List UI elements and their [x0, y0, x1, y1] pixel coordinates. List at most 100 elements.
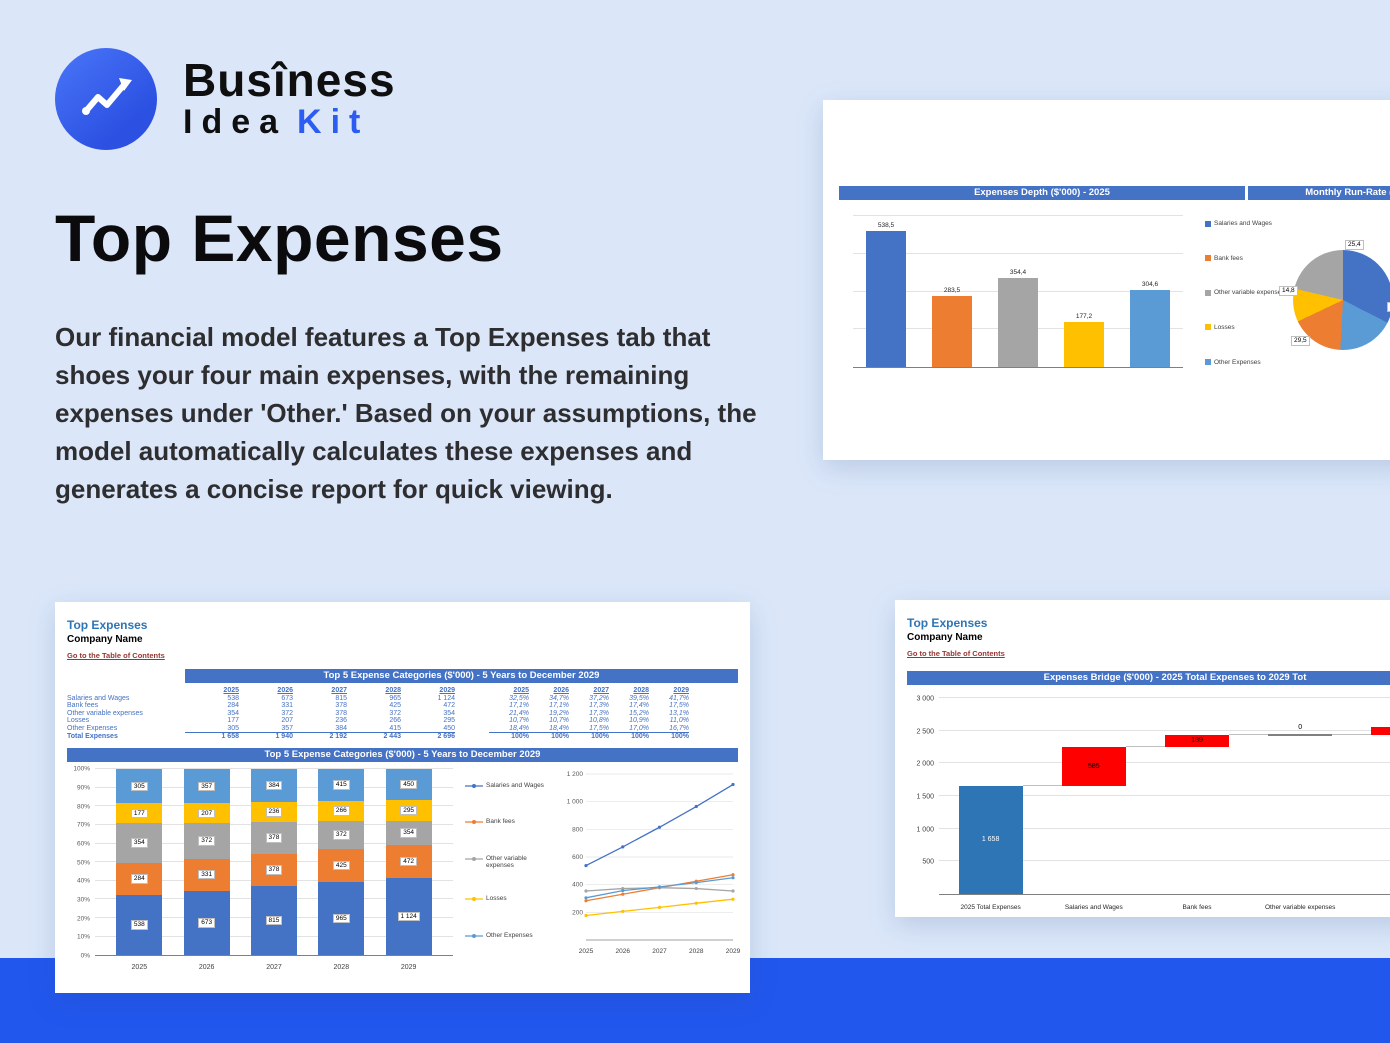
y-tick-label: 40% — [76, 877, 90, 885]
segment-data-label: 357 — [198, 781, 216, 792]
logo-word-idea: Idea — [183, 103, 288, 142]
x-tick-label: Losses — [1352, 904, 1390, 911]
y-tick-label: 2 000 — [916, 760, 934, 768]
cell-percent: 10,7% — [549, 717, 569, 725]
stack-segment: 472 — [385, 844, 432, 878]
legend-swatch — [1205, 359, 1211, 365]
cell-value: 354 — [443, 709, 455, 717]
cell-value: 415 — [389, 724, 401, 732]
svg-text:1 200: 1 200 — [567, 771, 584, 778]
waterfall-bar — [958, 785, 1023, 894]
stack-segment: 295 — [385, 800, 432, 821]
stack-segment: 177 — [116, 803, 163, 824]
segment-data-label: 305 — [130, 781, 148, 791]
segment-data-label: 354 — [400, 828, 418, 838]
cell-percent: 18,4% — [509, 724, 529, 732]
legend-label: Losses — [1214, 323, 1235, 331]
cell-value: 372 — [389, 709, 401, 717]
gridline — [939, 827, 1390, 829]
row-label: Bank fees — [67, 702, 99, 710]
toc-link[interactable]: Go to the Table of Contents — [907, 649, 1005, 658]
legend-swatch — [1205, 255, 1211, 262]
bar-data-label: 283,5 — [943, 286, 961, 294]
row-label: Other Expenses — [67, 724, 118, 732]
stacked-bar-chart: 100% 90% 80% 70% 60% 50% 40% 30% 20% 10% 0% 305 177 3… — [67, 766, 459, 978]
svg-text:2025: 2025 — [579, 948, 594, 955]
bar-column: 177,2 — [1051, 216, 1117, 367]
segment-data-label: 372 — [198, 836, 216, 846]
legend-label: Other Expenses — [1214, 358, 1261, 366]
pie-data-label: 25,4 — [1345, 240, 1364, 250]
bridge-chart: 3 000 2 500 2 000 1 500 1 000 500 1 658 585 189… — [907, 696, 1390, 911]
segment-data-label: 207 — [198, 808, 216, 819]
svg-text:2028: 2028 — [689, 948, 704, 955]
expenses-bridge-header: Expenses Bridge ($'000) - 2025 Total Exp… — [907, 671, 1390, 685]
company-name: Company Name — [907, 632, 983, 643]
bar-column: 538,5 — [853, 216, 919, 367]
cell-percent: 100% — [609, 732, 649, 741]
x-tick-label: Salaries and Wages — [1064, 904, 1123, 911]
legend-label: Salaries and Wages — [1214, 220, 1272, 227]
stack-segment: 538 — [116, 894, 163, 956]
gridline — [939, 762, 1390, 764]
table-row: Bank fees 284 331 378 425 472 17,1% 17,1% 17,3% 1… — [67, 702, 738, 710]
cell-percent: 100% — [569, 732, 609, 741]
cell-percent: 10,9% — [629, 717, 649, 725]
legend-item: Other variable expenses — [1205, 289, 1285, 297]
row-label: Losses — [67, 717, 90, 725]
legend-label: Losses — [486, 895, 507, 903]
logo-circle — [55, 48, 157, 150]
svg-text:2029: 2029 — [726, 948, 741, 955]
legend-label: Bank fees — [486, 818, 515, 826]
cell-value: 2 696 — [401, 732, 455, 741]
pie-data-label: 14,8 — [1279, 286, 1298, 296]
svg-text:2026: 2026 — [616, 948, 631, 955]
bar-data-label: 538,5 — [877, 222, 895, 230]
logo-word-kit: Kit — [297, 103, 370, 142]
cell-percent: 17,0% — [629, 724, 649, 732]
legend-line-marker — [465, 782, 483, 793]
legend-item: Other Expenses — [1205, 359, 1285, 367]
svg-text:600: 600 — [572, 854, 583, 861]
screenshot-expenses-bridge-card: Top Expenses Company Name Go to the Tabl… — [895, 600, 1390, 917]
segment-data-label: 354 — [130, 838, 148, 848]
cell-percent: 21,4% — [509, 709, 529, 717]
segment-data-label: 815 — [265, 915, 283, 926]
stacked-column: 384 236 378 378 815 — [250, 769, 297, 956]
stacked-column: 305 177 354 284 538 — [116, 769, 163, 956]
hero-paragraph: Our financial model features a Top Expen… — [55, 322, 757, 504]
expenses-depth-bar-chart: 538,5 283,5 354,4 177,2 304,6 — [853, 215, 1183, 368]
segment-data-label: 538 — [130, 920, 148, 930]
segment-data-label: 295 — [400, 805, 418, 816]
segment-data-label: 236 — [265, 807, 283, 817]
table-row: Losses 177 207 236 266 295 10,7% 10,7% 10,8% 10,9… — [67, 717, 738, 725]
company-name: Company Name — [67, 634, 143, 645]
cell-percent: 100% — [529, 732, 569, 741]
logo-word-business: Busîness — [183, 54, 396, 107]
expense-table: 2025 2026 2027 2028 2029 2025 2026 2027 2028 2029… — [67, 687, 738, 740]
cell-percent: 37,2% — [589, 694, 609, 702]
cell-percent: 17,3% — [589, 709, 609, 717]
cell-percent: 17,1% — [549, 702, 569, 710]
cell-value: 815 — [335, 694, 347, 702]
y-axis: 100% 90% 80% 70% 60% 50% 40% 30% 20% 10% 0% — [67, 765, 93, 960]
logo-text: Busîness Idea Kit — [183, 56, 396, 142]
y-tick-label: 100% — [73, 765, 90, 773]
cell-percent: 17,1% — [509, 702, 529, 710]
legend-swatch — [1205, 324, 1211, 331]
waterfall-bar — [1268, 734, 1333, 737]
table-row: Total Expenses 1 658 1 940 2 192 2 443 2 696 1… — [67, 732, 738, 741]
segment-data-label: 673 — [198, 918, 216, 928]
legend-item: Losses — [1205, 324, 1285, 332]
cell-percent: 13,1% — [669, 709, 689, 717]
table-row: Other Expenses 305 357 384 415 450 18,4% 18,4% 1… — [67, 725, 738, 733]
cell-value: 538 — [227, 694, 239, 702]
gridline — [939, 697, 1390, 698]
cell-value: 2026 — [277, 687, 293, 694]
legend-label: Other variable expenses — [1214, 289, 1285, 297]
waterfall-bar — [1371, 727, 1390, 736]
y-tick-label: 30% — [76, 896, 90, 904]
svg-text:400: 400 — [572, 882, 583, 889]
y-tick-label: 60% — [76, 840, 90, 848]
toc-link[interactable]: Go to the Table of Contents — [67, 651, 165, 660]
